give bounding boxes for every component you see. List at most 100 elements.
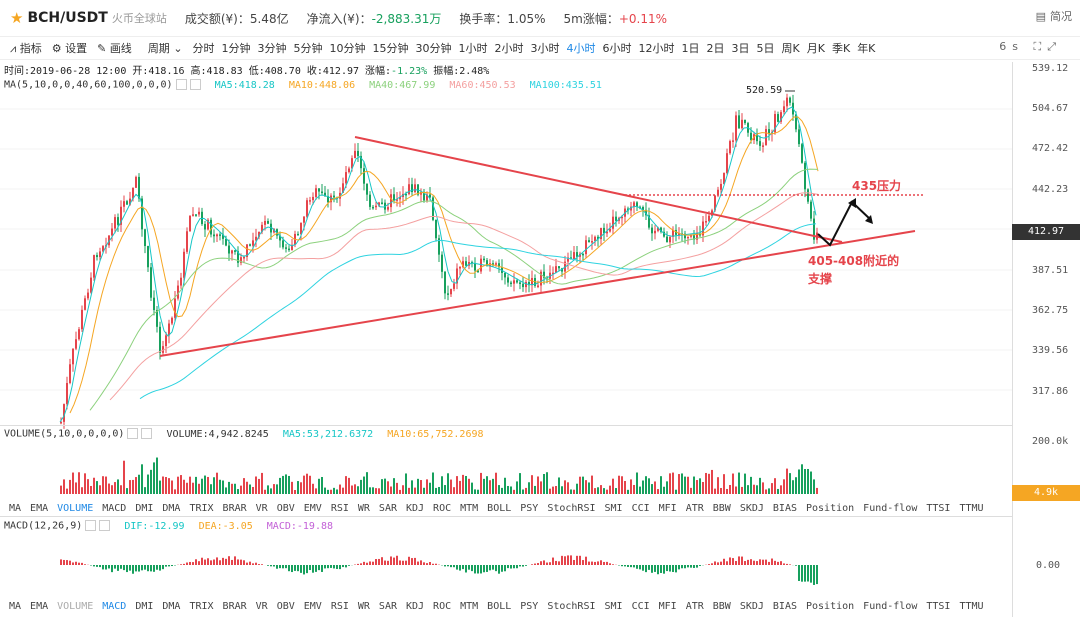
- period-14[interactable]: 2日: [706, 42, 725, 55]
- indicator-tab-wr[interactable]: WR: [357, 600, 370, 612]
- refresh-interval[interactable]: 6s: [999, 40, 1024, 53]
- indicator-tab-dma[interactable]: DMA: [162, 502, 181, 514]
- period-10[interactable]: 4小时: [566, 42, 596, 55]
- indicator-tab-stochrsi[interactable]: StochRSI: [547, 502, 596, 514]
- indicator-tab-ema[interactable]: EMA: [30, 502, 49, 514]
- indicator-tab-emv[interactable]: EMV: [303, 600, 322, 612]
- indicator-tab-sar[interactable]: SAR: [378, 502, 397, 514]
- period-18[interactable]: 月K: [806, 42, 825, 55]
- indicator-tab-fund-flow[interactable]: Fund-flow: [863, 502, 918, 514]
- settings-icon[interactable]: [175, 79, 187, 90]
- indicator-tab-rsi[interactable]: RSI: [330, 502, 349, 514]
- indicator-tab-emv[interactable]: EMV: [303, 502, 322, 514]
- indicator-tab-rsi[interactable]: RSI: [330, 600, 349, 612]
- indicator-tab-brar[interactable]: BRAR: [222, 600, 247, 612]
- draw-button[interactable]: ✎ 画线: [97, 40, 132, 56]
- period-5[interactable]: 15分钟: [372, 42, 409, 55]
- period-12[interactable]: 12小时: [638, 42, 675, 55]
- fullscreen-icon[interactable]: ⛶: [1033, 40, 1048, 53]
- indicator-tab-roc[interactable]: ROC: [433, 600, 452, 612]
- indicator-tab-mfi[interactable]: MFI: [658, 502, 677, 514]
- indicator-tab-atr[interactable]: ATR: [685, 600, 704, 612]
- period-8[interactable]: 2小时: [494, 42, 524, 55]
- indicator-tab-stochrsi[interactable]: StochRSI: [547, 600, 596, 612]
- indicator-tab-wr[interactable]: WR: [357, 502, 370, 514]
- indicator-tab-vr[interactable]: VR: [255, 502, 268, 514]
- period-9[interactable]: 3小时: [530, 42, 560, 55]
- period-dropdown[interactable]: 周期 ⌄: [148, 40, 183, 56]
- indicators-button[interactable]: ⩘ 指标: [10, 40, 42, 56]
- indicator-tab-dmi[interactable]: DMI: [135, 502, 154, 514]
- indicator-tab-psy[interactable]: PSY: [520, 502, 539, 514]
- indicator-tab-position[interactable]: Position: [806, 600, 855, 612]
- indicator-tab-bias[interactable]: BIAS: [772, 502, 797, 514]
- period-20[interactable]: 年K: [857, 42, 876, 55]
- star-icon[interactable]: ★: [10, 9, 24, 27]
- kline-chart[interactable]: [0, 62, 1012, 617]
- period-19[interactable]: 季K: [831, 42, 851, 55]
- expand-icon[interactable]: ⤢: [1047, 40, 1062, 53]
- close-icon[interactable]: [99, 520, 111, 531]
- period-6[interactable]: 30分钟: [415, 42, 452, 55]
- simple-view-button[interactable]: ▤ 简况: [1036, 8, 1072, 24]
- indicator-tab-sar[interactable]: SAR: [378, 600, 397, 612]
- indicator-tab-vr[interactable]: VR: [255, 600, 268, 612]
- indicator-tab-obv[interactable]: OBV: [276, 600, 295, 612]
- indicator-tab-skdj[interactable]: SKDJ: [739, 600, 764, 612]
- period-2[interactable]: 3分钟: [257, 42, 287, 55]
- indicator-tab-bbw[interactable]: BBW: [712, 600, 731, 612]
- indicator-tab-macd[interactable]: MACD: [102, 502, 127, 514]
- indicator-tab-trix[interactable]: TRIX: [189, 600, 214, 612]
- settings-icon[interactable]: [85, 520, 97, 531]
- indicator-tab-volume[interactable]: VOLUME: [57, 600, 94, 612]
- price-axis[interactable]: [1012, 62, 1080, 617]
- indicator-tab-trix[interactable]: TRIX: [189, 502, 214, 514]
- indicator-tab-dma[interactable]: DMA: [162, 600, 181, 612]
- period-0[interactable]: 分时: [192, 42, 215, 55]
- indicator-tab-smi[interactable]: SMI: [604, 600, 623, 612]
- indicator-tab-ma[interactable]: MA: [9, 600, 22, 612]
- indicator-tab-psy[interactable]: PSY: [520, 600, 539, 612]
- settings-icon[interactable]: [127, 428, 139, 439]
- period-17[interactable]: 周K: [781, 42, 800, 55]
- indicator-tab-kdj[interactable]: KDJ: [405, 502, 425, 514]
- period-16[interactable]: 5日: [756, 42, 775, 55]
- period-7[interactable]: 1小时: [458, 42, 488, 55]
- close-icon[interactable]: [189, 79, 201, 90]
- indicator-tab-obv[interactable]: OBV: [276, 502, 295, 514]
- indicator-tab-brar[interactable]: BRAR: [222, 502, 247, 514]
- indicator-tab-mtm[interactable]: MTM: [460, 502, 479, 514]
- indicator-tab-boll[interactable]: BOLL: [487, 502, 512, 514]
- indicator-tab-fund-flow[interactable]: Fund-flow: [863, 600, 918, 612]
- indicator-tab-kdj[interactable]: KDJ: [405, 600, 425, 612]
- indicator-tab-ma[interactable]: MA: [9, 502, 22, 514]
- indicator-tab-macd[interactable]: MACD: [102, 600, 127, 612]
- indicator-tab-roc[interactable]: ROC: [433, 502, 452, 514]
- indicator-tab-dmi[interactable]: DMI: [135, 600, 154, 612]
- indicator-tab-bbw[interactable]: BBW: [712, 502, 731, 514]
- indicator-tab-ema[interactable]: EMA: [30, 600, 49, 612]
- period-4[interactable]: 10分钟: [329, 42, 366, 55]
- indicator-tab-mtm[interactable]: MTM: [460, 600, 479, 612]
- indicator-tab-skdj[interactable]: SKDJ: [739, 502, 764, 514]
- indicator-tab-smi[interactable]: SMI: [604, 502, 623, 514]
- period-1[interactable]: 1分钟: [221, 42, 251, 55]
- indicator-tab-mfi[interactable]: MFI: [658, 600, 677, 612]
- indicator-tab-ttsi[interactable]: TTSI: [926, 600, 951, 612]
- indicator-tab-ttsi[interactable]: TTSI: [926, 502, 951, 514]
- settings-button[interactable]: ⚙ 设置: [52, 40, 87, 56]
- indicator-tab-ttmu[interactable]: TTMU: [959, 502, 984, 514]
- period-15[interactable]: 3日: [731, 42, 750, 55]
- period-11[interactable]: 6小时: [602, 42, 632, 55]
- indicator-tab-boll[interactable]: BOLL: [487, 600, 512, 612]
- period-3[interactable]: 5分钟: [293, 42, 323, 55]
- close-icon[interactable]: [141, 428, 153, 439]
- indicator-tab-volume[interactable]: VOLUME: [57, 502, 94, 514]
- indicator-tab-cci[interactable]: CCI: [631, 600, 650, 612]
- indicator-tab-position[interactable]: Position: [806, 502, 855, 514]
- indicator-tab-bias[interactable]: BIAS: [772, 600, 797, 612]
- indicator-tab-atr[interactable]: ATR: [685, 502, 704, 514]
- period-13[interactable]: 1日: [681, 42, 700, 55]
- indicator-tab-ttmu[interactable]: TTMU: [959, 600, 984, 612]
- indicator-tab-cci[interactable]: CCI: [631, 502, 650, 514]
